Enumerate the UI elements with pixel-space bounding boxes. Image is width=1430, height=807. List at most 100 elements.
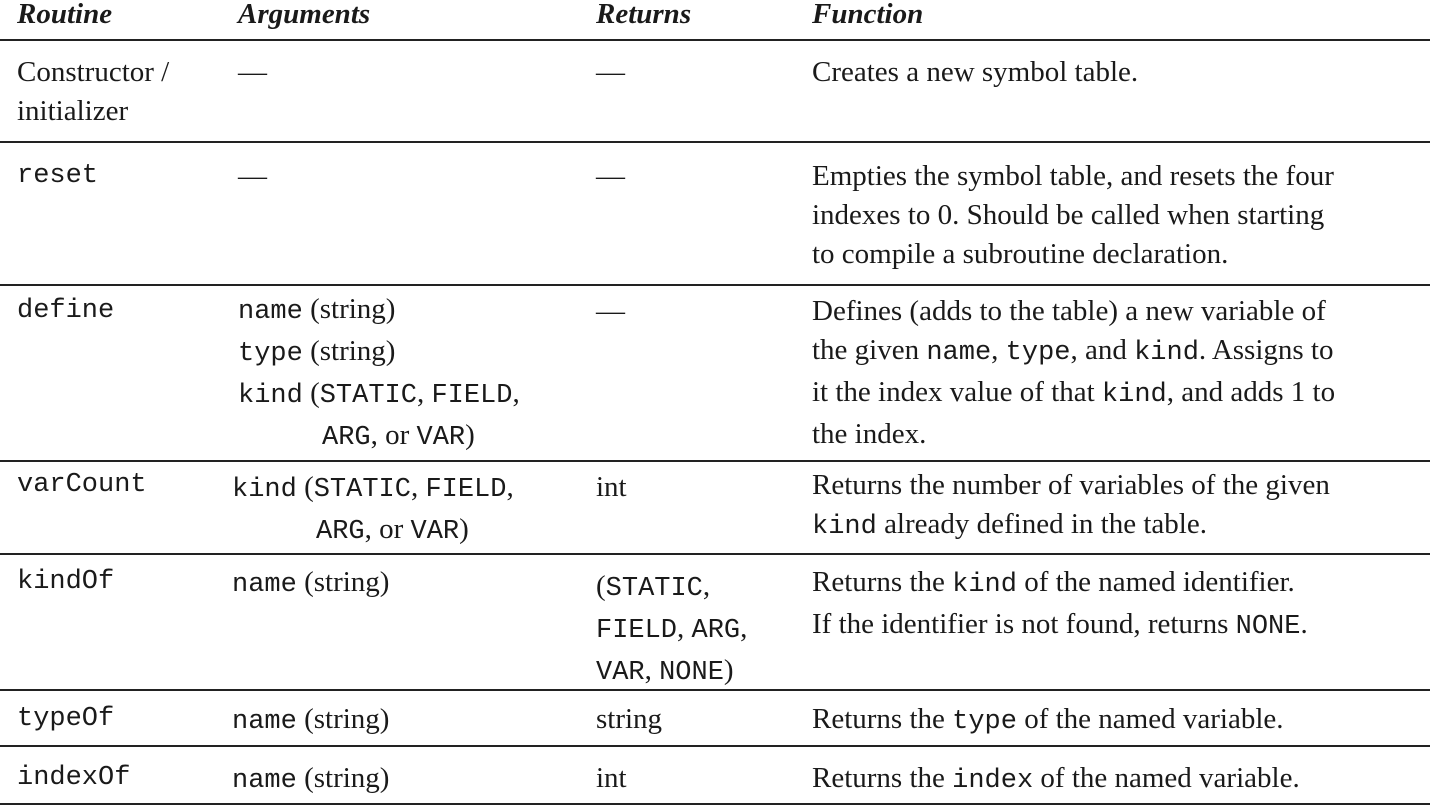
code-text: STATIC bbox=[313, 475, 411, 505]
arguments-cell: — bbox=[238, 56, 267, 88]
text: ) bbox=[459, 513, 469, 545]
routine-line: initializer bbox=[17, 95, 129, 127]
returns-cell: — bbox=[596, 160, 625, 192]
function-line: it the index value of that kind, and add… bbox=[812, 373, 1335, 415]
arguments-cell: name (string) bbox=[232, 563, 389, 605]
code-text: kind bbox=[952, 570, 1017, 600]
code-text: name bbox=[232, 766, 297, 796]
code-text: index bbox=[952, 766, 1034, 796]
text: , bbox=[740, 612, 748, 644]
text: Returns the bbox=[812, 703, 953, 735]
returns-cell: — bbox=[596, 56, 625, 88]
function-line: indexes to 0. Should be called when star… bbox=[812, 199, 1325, 231]
returns-cell: (STATIC, FIELD, ARG, VAR, NONE) bbox=[596, 567, 747, 693]
text: , bbox=[702, 570, 711, 602]
row-rule bbox=[0, 284, 1430, 286]
row-rule bbox=[0, 745, 1430, 747]
code-text: ARG bbox=[322, 423, 371, 453]
bottom-rule bbox=[0, 803, 1430, 805]
function-cell: Returns the index of the named variable. bbox=[812, 759, 1300, 801]
arguments-cell: — bbox=[238, 160, 267, 192]
routine-cell: kindOf bbox=[17, 567, 115, 597]
text: (string) bbox=[296, 703, 390, 735]
function-cell: Returns the kind of the named identifier… bbox=[812, 563, 1308, 647]
code-text: type bbox=[238, 339, 303, 369]
text: (string) bbox=[302, 293, 396, 325]
function-line: the index. bbox=[812, 418, 927, 450]
function-line: Returns the number of variables of the g… bbox=[812, 469, 1330, 501]
code-text: FIELD bbox=[425, 475, 507, 505]
code-text: name bbox=[232, 707, 297, 737]
returns-cell: int bbox=[596, 762, 627, 794]
function-line: Empties the symbol table, and resets the… bbox=[812, 160, 1334, 192]
text: , bbox=[506, 471, 514, 503]
returns-line: VAR, NONE) bbox=[596, 651, 747, 693]
returns-cell: int bbox=[596, 471, 627, 503]
text: ) bbox=[465, 419, 475, 451]
routine-cell: define bbox=[17, 296, 115, 326]
routine-cell: varCount bbox=[17, 470, 147, 500]
function-line: to compile a subroutine declaration. bbox=[812, 238, 1229, 270]
text: it the index value of that bbox=[812, 376, 1102, 408]
code-text: kind bbox=[812, 512, 877, 542]
text: , bbox=[991, 334, 1006, 366]
header-routine: Routine bbox=[17, 0, 113, 30]
text: (string) bbox=[302, 335, 396, 367]
returns-cell: string bbox=[596, 703, 663, 735]
code-text: kind bbox=[232, 475, 297, 505]
returns-line: FIELD, ARG, bbox=[596, 609, 747, 651]
code-text: kind bbox=[238, 381, 303, 411]
text: (string) bbox=[296, 566, 390, 598]
function-cell: Empties the symbol table, and resets the… bbox=[812, 157, 1334, 274]
text: . bbox=[1300, 608, 1308, 640]
routine-cell: Constructor / initializer bbox=[17, 53, 169, 131]
header-rule bbox=[0, 39, 1430, 41]
argument-line: name (string) bbox=[238, 290, 520, 332]
returns-cell: — bbox=[596, 295, 625, 327]
function-cell: Returns the type of the named variable. bbox=[812, 700, 1284, 742]
function-line: kind already defined in the table. bbox=[812, 505, 1330, 547]
function-cell: Defines (adds to the table) a new variab… bbox=[812, 292, 1335, 454]
function-cell: Returns the number of variables of the g… bbox=[812, 466, 1330, 547]
function-line: the given name, type, and kind. Assigns … bbox=[812, 331, 1335, 373]
header-returns: Returns bbox=[596, 0, 692, 30]
header-arguments: Arguments bbox=[238, 0, 371, 30]
text: ( bbox=[302, 377, 320, 409]
argument-line: kind (STATIC, FIELD, bbox=[238, 374, 520, 416]
text: Returns the bbox=[812, 762, 953, 794]
text: (string) bbox=[296, 762, 390, 794]
row-rule bbox=[0, 141, 1430, 143]
code-text: FIELD bbox=[431, 381, 513, 411]
routine-cell: indexOf bbox=[17, 763, 131, 793]
text: of the named variable. bbox=[1016, 703, 1284, 735]
row-rule bbox=[0, 553, 1430, 555]
arguments-cell: name (string) bbox=[232, 759, 389, 801]
text: , or bbox=[370, 419, 417, 451]
arguments-cell: kind (STATIC, FIELD, ARG, or VAR) bbox=[232, 468, 514, 552]
text: of the named identifier. bbox=[1016, 566, 1295, 598]
routine-line: Constructor / bbox=[17, 56, 170, 88]
code-text: VAR bbox=[596, 658, 645, 688]
code-text: type bbox=[952, 707, 1017, 737]
code-text: name bbox=[926, 338, 992, 368]
text: of the named variable. bbox=[1033, 762, 1300, 794]
routine-cell: typeOf bbox=[17, 704, 115, 734]
code-text: VAR bbox=[410, 517, 460, 547]
arguments-cell: name (string) type (string) kind (STATIC… bbox=[238, 290, 520, 458]
text: . Assigns to bbox=[1198, 334, 1334, 366]
argument-line: ARG, or VAR) bbox=[238, 416, 520, 458]
text: ( bbox=[596, 570, 606, 602]
code-text: STATIC bbox=[319, 381, 417, 411]
argument-line: kind (STATIC, FIELD, bbox=[232, 468, 514, 510]
header-function: Function bbox=[812, 0, 924, 30]
function-cell: Creates a new symbol table. bbox=[812, 56, 1139, 88]
code-text: name bbox=[232, 570, 297, 600]
text: , and adds 1 to bbox=[1166, 376, 1336, 408]
text: ( bbox=[296, 471, 314, 503]
code-text: FIELD bbox=[596, 616, 678, 646]
row-rule bbox=[0, 460, 1430, 462]
routine-cell: reset bbox=[17, 161, 99, 191]
text: , bbox=[512, 377, 520, 409]
text: If the identifier is not found, returns bbox=[812, 608, 1236, 640]
